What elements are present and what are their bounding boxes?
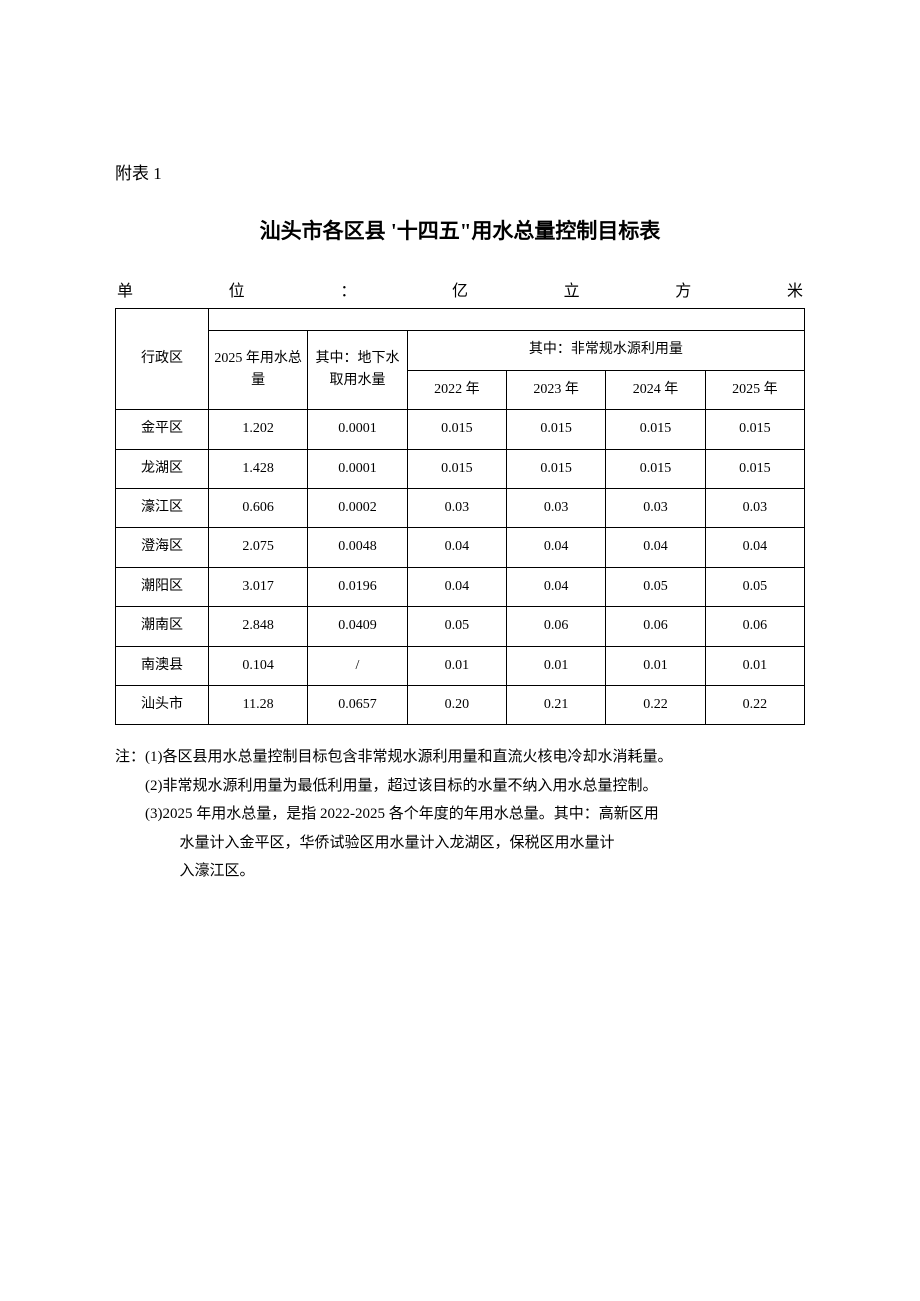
th-2024: 2024 年 (606, 370, 705, 409)
cell-region: 潮阳区 (116, 567, 209, 606)
cell-y2025: 0.015 (705, 410, 804, 449)
th-spacer (209, 309, 805, 331)
table-row: 潮阳区 3.017 0.0196 0.04 0.04 0.05 0.05 (116, 567, 805, 606)
cell-total: 3.017 (209, 567, 308, 606)
cell-y2024: 0.015 (606, 449, 705, 488)
cell-y2025: 0.22 (705, 685, 804, 724)
cell-y2022: 0.04 (407, 528, 506, 567)
cell-y2025: 0.05 (705, 567, 804, 606)
cell-y2022: 0.20 (407, 685, 506, 724)
note-2: (2)非常规水源利用量为最低利用量，超过该目标的水量不纳入用水总量控制。 (115, 772, 805, 801)
table-row: 龙湖区 1.428 0.0001 0.015 0.015 0.015 0.015 (116, 449, 805, 488)
notes-section: 注：(1)各区县用水总量控制目标包含非常规水源利用量和直流火核电冷却水消耗量。 … (115, 743, 805, 886)
unit-seg: 位 (229, 279, 245, 305)
cell-total: 2.075 (209, 528, 308, 567)
cell-y2025: 0.06 (705, 607, 804, 646)
cell-gw: 0.0048 (308, 528, 407, 567)
cell-y2023: 0.015 (506, 449, 605, 488)
cell-y2025: 0.015 (705, 449, 804, 488)
th-groundwater: 其中：地下水取用水量 (308, 331, 407, 410)
cell-region: 澄海区 (116, 528, 209, 567)
table-row: 澄海区 2.075 0.0048 0.04 0.04 0.04 0.04 (116, 528, 805, 567)
th-2022: 2022 年 (407, 370, 506, 409)
cell-y2022: 0.05 (407, 607, 506, 646)
cell-y2024: 0.06 (606, 607, 705, 646)
unit-seg: 方 (675, 279, 691, 305)
cell-y2024: 0.05 (606, 567, 705, 606)
note-1: 注：(1)各区县用水总量控制目标包含非常规水源利用量和直流火核电冷却水消耗量。 (115, 743, 805, 772)
cell-y2025: 0.01 (705, 646, 804, 685)
cell-gw: 0.0657 (308, 685, 407, 724)
cell-gw: 0.0409 (308, 607, 407, 646)
unit-seg: 立 (564, 279, 580, 305)
th-total: 2025 年用水总量 (209, 331, 308, 410)
table-row: 潮南区 2.848 0.0409 0.05 0.06 0.06 0.06 (116, 607, 805, 646)
cell-region: 南澳县 (116, 646, 209, 685)
cell-y2023: 0.21 (506, 685, 605, 724)
appendix-label: 附表 1 (115, 160, 805, 187)
cell-y2024: 0.01 (606, 646, 705, 685)
cell-y2025: 0.04 (705, 528, 804, 567)
note-3-cont: 水量计入金平区，华侨试验区用水量计入龙湖区，保税区用水量计 (115, 829, 805, 858)
cell-total: 11.28 (209, 685, 308, 724)
cell-gw: 0.0002 (308, 488, 407, 527)
cell-y2025: 0.03 (705, 488, 804, 527)
unit-line: 单 位 ： 亿 立 方 米 (115, 279, 805, 305)
table-row: 金平区 1.202 0.0001 0.015 0.015 0.015 0.015 (116, 410, 805, 449)
cell-gw: 0.0001 (308, 410, 407, 449)
cell-region: 龙湖区 (116, 449, 209, 488)
cell-y2023: 0.015 (506, 410, 605, 449)
table-row: 汕头市 11.28 0.0657 0.20 0.21 0.22 0.22 (116, 685, 805, 724)
cell-y2022: 0.03 (407, 488, 506, 527)
cell-y2024: 0.03 (606, 488, 705, 527)
cell-y2023: 0.04 (506, 528, 605, 567)
page-title: 汕头市各区县 '十四五"用水总量控制目标表 (115, 215, 805, 249)
cell-y2022: 0.01 (407, 646, 506, 685)
cell-total: 0.606 (209, 488, 308, 527)
cell-region: 金平区 (116, 410, 209, 449)
cell-gw: / (308, 646, 407, 685)
th-2023: 2023 年 (506, 370, 605, 409)
data-table: 行政区 2025 年用水总量 其中：地下水取用水量 其中：非常规水源利用量 20… (115, 308, 805, 725)
cell-region: 汕头市 (116, 685, 209, 724)
th-2025: 2025 年 (705, 370, 804, 409)
th-region: 行政区 (116, 309, 209, 410)
cell-y2022: 0.015 (407, 410, 506, 449)
unit-seg: 单 (117, 279, 133, 305)
cell-region: 潮南区 (116, 607, 209, 646)
unit-seg: ： (340, 279, 356, 305)
cell-region: 濠江区 (116, 488, 209, 527)
note-3: (3)2025 年用水总量，是指 2022-2025 各个年度的年用水总量。其中… (115, 800, 805, 829)
cell-y2023: 0.06 (506, 607, 605, 646)
th-nonconventional: 其中：非常规水源利用量 (407, 331, 804, 370)
cell-y2023: 0.04 (506, 567, 605, 606)
table-body: 金平区 1.202 0.0001 0.015 0.015 0.015 0.015… (116, 410, 805, 725)
unit-seg: 亿 (452, 279, 468, 305)
cell-y2022: 0.015 (407, 449, 506, 488)
table-row: 濠江区 0.606 0.0002 0.03 0.03 0.03 0.03 (116, 488, 805, 527)
cell-total: 1.202 (209, 410, 308, 449)
cell-gw: 0.0196 (308, 567, 407, 606)
cell-y2023: 0.01 (506, 646, 605, 685)
cell-y2022: 0.04 (407, 567, 506, 606)
cell-y2024: 0.04 (606, 528, 705, 567)
note-3-cont2: 入濠江区。 (115, 857, 805, 886)
cell-total: 1.428 (209, 449, 308, 488)
table-row: 南澳县 0.104 / 0.01 0.01 0.01 0.01 (116, 646, 805, 685)
cell-gw: 0.0001 (308, 449, 407, 488)
cell-y2023: 0.03 (506, 488, 605, 527)
cell-y2024: 0.015 (606, 410, 705, 449)
unit-seg: 米 (787, 279, 803, 305)
cell-total: 2.848 (209, 607, 308, 646)
cell-y2024: 0.22 (606, 685, 705, 724)
cell-total: 0.104 (209, 646, 308, 685)
